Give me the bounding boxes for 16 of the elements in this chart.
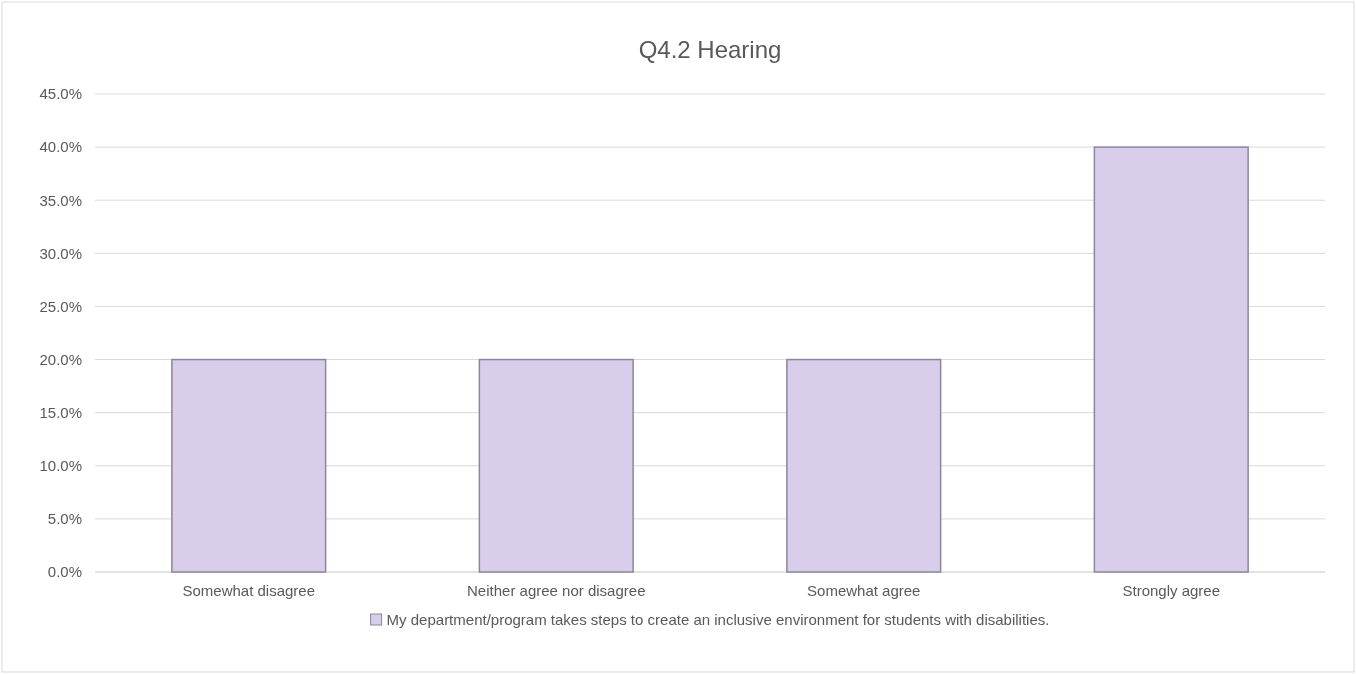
legend-label: My department/program takes steps to create an inclusive environment for students with disabilities. xyxy=(386,611,1050,628)
chart-title: Q4.2 Hearing xyxy=(638,36,782,63)
y-tick-label: 20.0% xyxy=(39,350,82,368)
y-tick-label: 45.0% xyxy=(39,85,82,103)
x-tick-label: Somewhat disagree xyxy=(182,582,316,599)
y-tick-label: 30.0% xyxy=(39,244,82,262)
x-tick-label: Somewhat agree xyxy=(807,582,921,599)
y-tick-label: 0.0% xyxy=(47,563,82,581)
x-tick-label: Neither agree nor disagree xyxy=(467,582,646,599)
y-tick-label: 35.0% xyxy=(39,191,82,209)
y-tick-label: 25.0% xyxy=(39,297,82,315)
x-tick-label: Strongly agree xyxy=(1122,582,1221,599)
y-tick-label: 5.0% xyxy=(47,510,82,528)
y-tick-label: 40.0% xyxy=(39,138,82,156)
y-tick-label: 15.0% xyxy=(39,403,82,421)
y-tick-label: 10.0% xyxy=(39,457,82,475)
